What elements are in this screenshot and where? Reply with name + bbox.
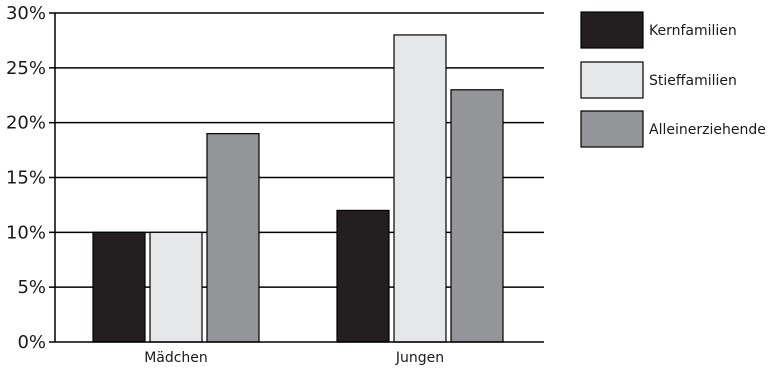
bar-stieffamilien-jungen	[393, 34, 447, 343]
y-tick-label: 15%	[6, 168, 46, 189]
y-tick-label: 10%	[6, 222, 46, 243]
x-category-label: Mädchen	[144, 350, 208, 366]
y-tick-label: 25%	[6, 58, 46, 79]
y-axis-ticks: 0% 5% 10% 15% 20% 25% 30%	[6, 3, 55, 353]
bar-stieffamilien-mädchen	[149, 231, 203, 343]
bar-kernfamilien-mädchen	[92, 231, 146, 343]
legend-label: Stieffamilien	[649, 73, 737, 89]
legend: Kernfamilien Stieffamilien Alleinerziehend…	[580, 11, 766, 148]
legend-label: Kernfamilien	[649, 23, 737, 39]
y-tick-label: 20%	[6, 113, 46, 134]
legend-swatch	[580, 61, 644, 99]
bar-alleinerziehende-mädchen	[206, 133, 260, 343]
x-axis-labels: Mädchen Jungen	[144, 350, 444, 366]
legend-swatch	[580, 11, 644, 49]
legend-swatch	[580, 110, 644, 148]
legend-label: Alleinerziehende	[649, 122, 766, 138]
y-tick-label: 30%	[6, 3, 46, 24]
bars	[92, 34, 504, 343]
y-tick-label: 0%	[17, 332, 46, 353]
bar-alleinerziehende-jungen	[450, 89, 504, 343]
axes	[54, 13, 544, 343]
x-category-label: Jungen	[395, 350, 444, 366]
bar-kernfamilien-jungen	[336, 209, 390, 343]
y-tick-label: 5%	[17, 277, 46, 298]
